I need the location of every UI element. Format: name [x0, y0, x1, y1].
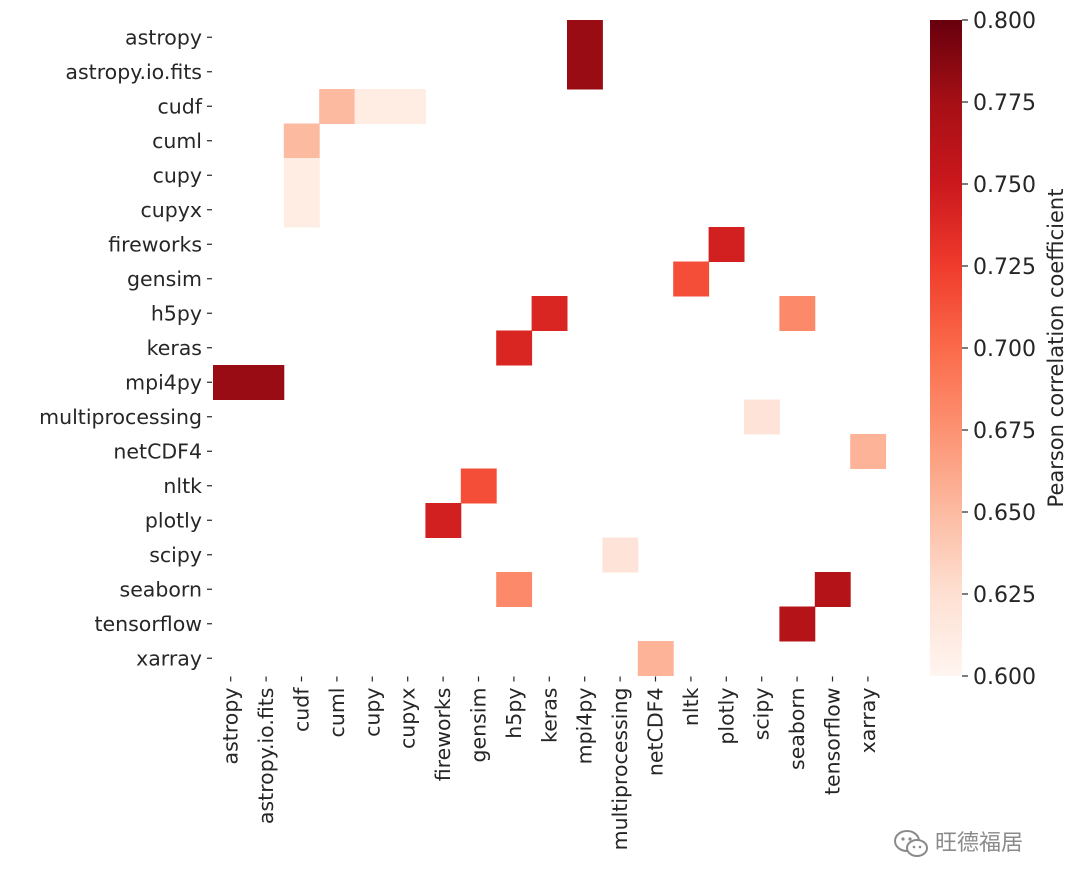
colorbar-label: Pearson correlation coefficient [1044, 189, 1068, 508]
colorbar-tick-label-0.700: 0.700 [973, 337, 1036, 362]
colorbar-tick-label-0.750: 0.750 [973, 173, 1036, 198]
column-label-fireworks: fireworks [431, 688, 455, 782]
column-label-tensorflow: tensorflow [821, 688, 845, 796]
row-label-mpi4py: mpi4py [125, 370, 202, 394]
heatmap-cell-cudf-cuml [319, 89, 356, 124]
heatmap-cell-cuml-cudf [283, 123, 320, 159]
column-label-gensim: gensim [467, 688, 491, 763]
column-label-scipy: scipy [750, 688, 774, 741]
row-label-fireworks: fireworks [108, 232, 202, 256]
colorbar-gradient-bar [930, 20, 962, 676]
row-label-keras: keras [147, 336, 202, 360]
colorbar-tick-label-0.800: 0.800 [973, 9, 1036, 34]
row-labels: astropy astropy.io.fits cudf cuml cupy cupyx f… [39, 25, 212, 670]
column-labels: astropy astropy.io.fits cudf cuml cupy cupyx f… [219, 676, 880, 851]
column-label-h5py: h5py [502, 688, 526, 739]
row-label-netCDF4: netCDF4 [113, 439, 202, 463]
colorbar-tick-label-0.675: 0.675 [973, 419, 1036, 444]
watermark: 旺德福居 [893, 825, 1023, 859]
colorbar-tick-label-0.625: 0.625 [973, 583, 1036, 608]
row-label-seaborn: seaborn [120, 577, 202, 601]
column-label-astropy.io.fits: astropy.io.fits [254, 688, 278, 825]
heatmap-cell-astropy-mpi4py [567, 20, 603, 55]
heatmap-cell-scipy-multiprocessing [602, 537, 639, 573]
wechat-icon [894, 830, 928, 857]
row-label-cupyx: cupyx [140, 198, 202, 222]
column-label-mpi4py: mpi4py [573, 688, 597, 765]
column-label-nltk: nltk [679, 687, 703, 726]
row-label-multiprocessing: multiprocessing [39, 405, 202, 429]
heatmap-cell-h5py-keras [531, 296, 568, 331]
colorbar-tick-label-0.600: 0.600 [973, 665, 1036, 690]
row-label-plotly: plotly [145, 508, 202, 532]
heatmap-cell-tensorflow-seaborn [779, 606, 816, 642]
heatmap-cell-cupy-cudf [283, 158, 320, 193]
heatmap-cell-h5py-seaborn [779, 296, 816, 331]
row-label-cupy: cupy [153, 163, 202, 187]
row-label-nltk: nltk [163, 474, 202, 498]
column-label-seaborn: seaborn [785, 688, 809, 770]
row-label-cuml: cuml [152, 129, 202, 153]
row-label-h5py: h5py [151, 301, 202, 325]
column-label-cupy: cupy [360, 688, 384, 737]
heatmap-cell-astropy.io.fits-mpi4py [567, 54, 603, 90]
heatmap-cell-cudf-cupyx [390, 89, 426, 124]
heatmap-cell-multiprocessing-scipy [744, 399, 780, 435]
heatmap-cell-nltk-gensim [460, 468, 497, 504]
heatmap-cell-cudf-cupy [354, 89, 391, 124]
heatmap-cell-seaborn-h5py [496, 572, 533, 607]
heatmap-cell-xarray-netCDF4 [637, 641, 674, 676]
colorbar: 0.600 0.625 0.650 0.675 0.700 0.725 0.750 0.775… [930, 9, 1068, 690]
column-label-plotly: plotly [714, 688, 738, 745]
column-label-multiprocessing: multiprocessing [608, 688, 632, 851]
column-label-cudf: cudf [290, 687, 314, 732]
heatmap-cell-cupyx-cudf [283, 192, 320, 228]
colorbar-tick-label-0.650: 0.650 [973, 501, 1036, 526]
heatmap-cell-fireworks-plotly [708, 227, 745, 262]
row-label-tensorflow: tensorflow [94, 612, 202, 636]
heatmap-cells [213, 20, 887, 676]
row-label-xarray: xarray [136, 646, 202, 670]
heatmap-cell-mpi4py-astropy [213, 365, 249, 400]
heatmap-cell-netCDF4-xarray [850, 434, 887, 469]
column-label-cuml: cuml [325, 688, 349, 738]
heatmap-cell-gensim-nltk [673, 261, 710, 297]
column-label-astropy: astropy [219, 688, 243, 765]
colorbar-ticks: 0.600 0.625 0.650 0.675 0.700 0.725 0.750 0.775… [962, 9, 1036, 690]
colorbar-tick-label-0.725: 0.725 [973, 255, 1036, 280]
heatmap-cell-plotly-fireworks [425, 503, 462, 538]
column-label-keras: keras [537, 688, 561, 743]
colorbar-tick-label-0.775: 0.775 [973, 91, 1036, 116]
column-label-xarray: xarray [856, 688, 880, 754]
column-label-cupyx: cupyx [396, 688, 420, 750]
row-label-gensim: gensim [127, 267, 202, 291]
row-label-astropy.io.fits: astropy.io.fits [65, 60, 202, 84]
heatmap-cell-seaborn-tensorflow [814, 572, 851, 607]
row-label-astropy: astropy [125, 25, 202, 49]
heatmap-cell-keras-h5py [496, 330, 533, 366]
row-label-cudf: cudf [158, 94, 203, 118]
column-label-netCDF4: netCDF4 [644, 688, 668, 777]
row-label-scipy: scipy [149, 543, 202, 567]
watermark-text: 旺德福居 [935, 831, 1024, 856]
heatmap-cell-mpi4py-astropy.io.fits [248, 365, 285, 400]
